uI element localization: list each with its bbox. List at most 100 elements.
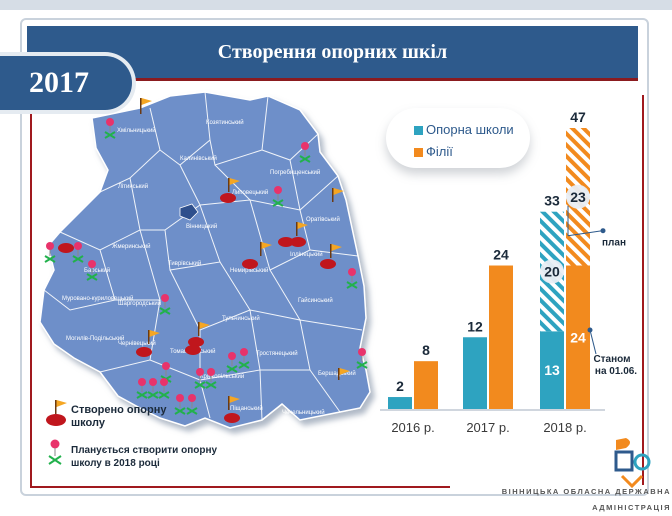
map-region-outline <box>39 91 371 429</box>
planned-school-pin <box>356 348 368 369</box>
legend-planned-label: Планується створити опорну школу в 2018 … <box>71 445 218 469</box>
district-label: Козятинський <box>206 119 244 126</box>
bar-value-label: 2 <box>396 378 404 394</box>
status-leader-line <box>589 329 597 355</box>
legend-swatch-branches <box>414 148 423 157</box>
district-label: Калинівський <box>180 155 217 162</box>
bar-branches <box>414 361 438 409</box>
created-school-marker <box>242 242 272 269</box>
planned-school-pin <box>136 378 148 399</box>
category-label: 2018 р. <box>543 420 586 435</box>
created-school-marker <box>320 244 342 269</box>
planned-school-pin <box>272 186 284 207</box>
page-title: Створення опорних шкіл <box>217 41 448 63</box>
bar-value-label: 12 <box>467 318 483 334</box>
status-annotation: Станом <box>593 354 630 365</box>
planned-school-pin <box>205 368 217 389</box>
top-band <box>0 0 672 10</box>
planned-school-pin <box>174 394 186 415</box>
created-school-marker <box>220 178 240 203</box>
planned-school-pin <box>44 242 56 263</box>
district-label: Тульчинський <box>222 315 260 322</box>
district-label: Жмеринський <box>112 243 150 250</box>
created-markers <box>58 98 350 423</box>
planned-school-pin <box>158 378 170 399</box>
created-school-marker <box>278 222 308 247</box>
bar-schools-actual <box>540 331 564 409</box>
created-school-marker <box>188 322 210 347</box>
year-badge-text: 2017 <box>29 66 89 99</box>
bar-branches-actual <box>566 265 590 409</box>
category-label: 2016 р. <box>391 420 434 435</box>
planned-school-pin <box>299 142 311 163</box>
district-label: Немирівський <box>230 267 268 274</box>
bar-value-label: 8 <box>422 342 430 358</box>
district-label: Липовецький <box>232 189 268 196</box>
district-label: Піщанський <box>230 405 263 412</box>
map-legend-icons <box>46 400 67 465</box>
created-school-marker <box>332 188 344 202</box>
planned-value-badge <box>540 259 564 284</box>
plan-leader-line <box>567 230 603 237</box>
year-badge: 2017 <box>0 56 132 110</box>
planned-school-pin <box>226 352 238 373</box>
district-label: Вінницький <box>186 223 217 230</box>
district-label: Мурованo-куриловецький <box>62 295 133 302</box>
status-leader-dot <box>587 327 593 333</box>
district-label: Шаргородський <box>118 300 161 307</box>
bar-planned-label: 23 <box>570 189 586 205</box>
planned-value-badge <box>566 184 590 209</box>
district-label: Крижопільський <box>200 373 244 380</box>
bar-actual-label: 13 <box>544 362 560 378</box>
planned-school-pin <box>194 368 206 389</box>
district-label: Бершадський <box>318 370 356 377</box>
status-annotation: на 01.06. <box>595 366 637 377</box>
district-label: Чечельницький <box>282 409 325 416</box>
bar-chart: 2 8 2016 р. 12 24 2017 р. 13 20 33 24 23 47 2018 р. п… <box>380 109 637 435</box>
legend-label-schools: Опорна школи <box>426 122 514 137</box>
category-label: 2017 р. <box>466 420 509 435</box>
region-map: Хмільницький Козятинський Калинівський П… <box>39 91 371 429</box>
district-label: Тиврівський <box>168 260 201 267</box>
bar-value-label: 24 <box>493 247 509 263</box>
bar-total-label: 47 <box>570 109 586 125</box>
plan-annotation: план <box>602 238 626 249</box>
district-label: Іллінецький <box>290 251 323 258</box>
bar-branches <box>489 265 513 409</box>
planned-school-pin <box>159 294 171 315</box>
planned-school-pin <box>346 268 358 289</box>
planned-school-pin <box>238 348 250 369</box>
legend-created-label: Створено опорну школу <box>71 404 167 429</box>
created-school-legend-icon <box>46 400 67 426</box>
district-label: Хмільницький <box>117 127 156 134</box>
legend-label-branches: Філії <box>426 144 453 159</box>
bar-schools <box>388 397 412 409</box>
legend-swatch-schools <box>414 126 423 135</box>
bar-schools <box>463 337 487 409</box>
organization-logo <box>614 438 651 489</box>
district-label: Чернівецький <box>118 340 156 347</box>
district-label: Тростянецький <box>256 350 298 357</box>
plan-leader-dot <box>600 228 606 234</box>
left-divider <box>30 88 32 488</box>
map-legend: Створено опорну школу Планується створит… <box>41 398 221 478</box>
created-school-marker <box>140 98 152 114</box>
city-vinnytsia <box>179 203 199 221</box>
created-school-marker <box>136 330 160 357</box>
district-label: Могилів-Подільський <box>66 335 124 342</box>
district-label: Гайсинський <box>298 297 333 304</box>
planned-markers <box>44 118 368 415</box>
created-school-marker <box>338 368 350 380</box>
planned-school-pin <box>104 118 116 139</box>
created-school-marker <box>58 243 74 253</box>
created-school-marker <box>185 345 201 355</box>
right-divider <box>642 95 644 485</box>
district-label: Оратівський <box>306 216 340 223</box>
district-borders <box>43 91 363 421</box>
created-school-marker <box>224 396 240 423</box>
district-label: Літинський <box>118 183 148 190</box>
planned-school-pin <box>186 394 198 415</box>
district-label: Барський <box>84 267 110 274</box>
bar-actual-label: 24 <box>570 329 586 345</box>
planned-school-pin <box>147 378 159 399</box>
